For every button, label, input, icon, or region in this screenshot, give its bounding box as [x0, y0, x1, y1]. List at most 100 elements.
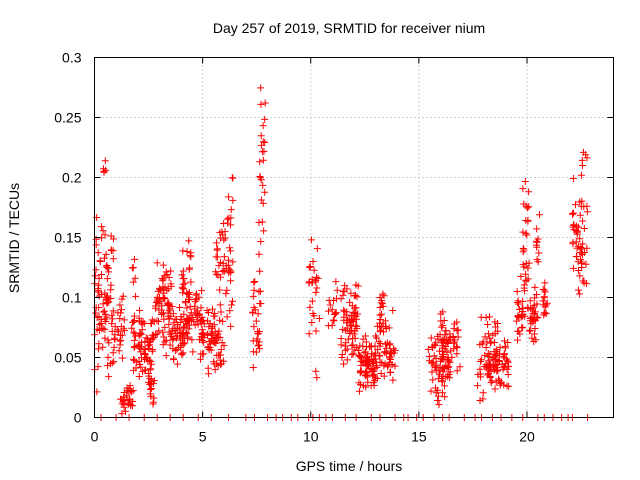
data-point	[356, 342, 364, 350]
data-point	[438, 347, 446, 355]
data-point	[378, 310, 386, 318]
data-point	[370, 370, 378, 378]
data-point	[340, 287, 348, 295]
data-point	[166, 341, 174, 349]
data-point	[479, 395, 487, 403]
data-point	[185, 291, 193, 299]
data-point	[359, 335, 367, 343]
data-point	[573, 253, 581, 261]
data-point	[226, 244, 234, 252]
data-point	[165, 315, 173, 323]
data-point	[249, 337, 257, 345]
data-point	[486, 350, 494, 358]
data-point	[486, 361, 494, 369]
data-point	[200, 334, 208, 342]
data-point	[477, 373, 485, 381]
data-point	[482, 344, 490, 352]
data-point	[130, 344, 138, 352]
data-point	[524, 204, 532, 212]
data-point	[332, 309, 340, 317]
data-point	[519, 245, 527, 253]
data-point	[141, 350, 149, 358]
data-point	[380, 292, 388, 300]
data-point	[148, 347, 156, 355]
data-point	[577, 243, 585, 251]
data-point	[101, 157, 109, 165]
data-point	[103, 275, 111, 283]
data-point	[229, 196, 237, 204]
data-point	[189, 313, 197, 321]
data-point	[205, 345, 213, 353]
data-point	[429, 359, 437, 367]
data-point	[165, 328, 173, 336]
data-point	[124, 399, 132, 407]
data-point	[352, 315, 360, 323]
data-point	[380, 328, 388, 336]
data-point	[99, 325, 107, 333]
data-point	[216, 273, 224, 281]
data-point	[493, 363, 501, 371]
data-point	[448, 353, 456, 361]
data-point	[91, 272, 99, 280]
data-point	[257, 132, 265, 140]
data-point	[438, 377, 446, 385]
data-point	[541, 279, 549, 287]
data-point	[531, 308, 539, 316]
data-point	[356, 387, 364, 395]
data-point	[541, 309, 549, 317]
data-point	[439, 368, 447, 376]
x-axis-label: GPS time / hours	[296, 458, 403, 474]
data-point	[354, 282, 362, 290]
data-point	[375, 338, 383, 346]
data-point	[522, 229, 530, 237]
x-tick-labels: 0 5 10 15 20	[91, 429, 535, 445]
data-point	[160, 315, 168, 323]
data-point	[522, 202, 530, 210]
data-point	[229, 297, 237, 305]
data-point	[136, 330, 144, 338]
data-point	[491, 356, 499, 364]
data-point	[528, 334, 536, 342]
data-point	[159, 328, 167, 336]
data-point	[429, 376, 437, 384]
data-point	[344, 335, 352, 343]
data-point	[428, 368, 436, 376]
data-point	[536, 211, 544, 219]
data-point	[107, 286, 115, 294]
data-point	[105, 339, 113, 347]
data-point	[216, 351, 224, 359]
data-point	[102, 250, 110, 258]
data-point	[570, 221, 578, 229]
data-point	[521, 177, 529, 185]
data-point	[308, 318, 316, 326]
data-point	[250, 323, 258, 331]
data-point	[211, 366, 219, 374]
data-point	[520, 246, 528, 254]
data-point	[99, 227, 107, 235]
data-point	[197, 304, 205, 312]
data-point	[446, 374, 454, 382]
data-point	[211, 334, 219, 342]
data-point	[109, 349, 117, 357]
data-point	[259, 181, 267, 189]
data-point	[383, 339, 391, 347]
data-point	[101, 307, 109, 315]
data-point	[340, 306, 348, 314]
data-point	[177, 341, 185, 349]
data-point	[477, 358, 485, 366]
data-point	[214, 333, 222, 341]
data-point	[141, 346, 149, 354]
data-point	[163, 300, 171, 308]
data-point	[496, 343, 504, 351]
data-point	[330, 317, 338, 325]
data-point	[220, 253, 228, 261]
data-point	[179, 275, 187, 283]
data-point	[366, 343, 374, 351]
data-point	[118, 354, 126, 362]
data-point	[440, 382, 448, 390]
data-point	[441, 393, 449, 401]
data-point	[329, 316, 337, 324]
data-point	[204, 344, 212, 352]
data-point	[250, 278, 258, 286]
